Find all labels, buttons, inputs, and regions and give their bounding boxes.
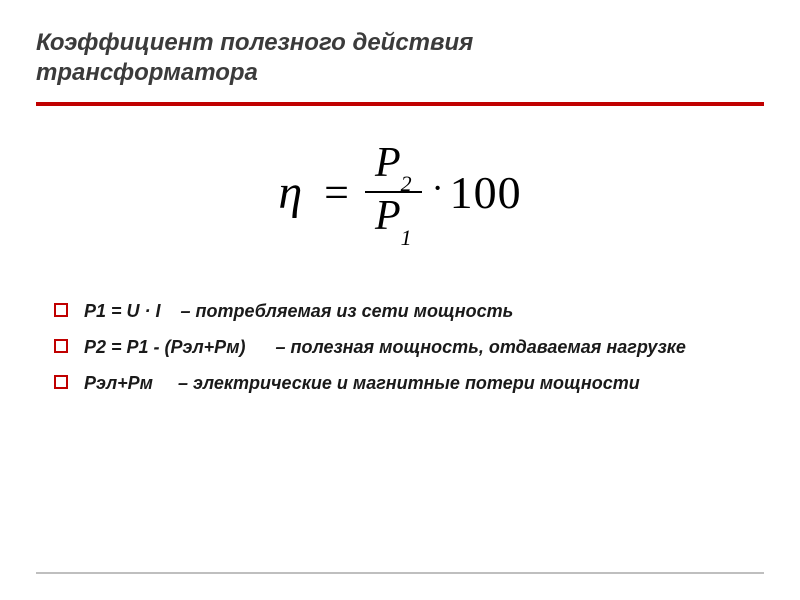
main-formula: η = P2 P1 · 100 [36,142,764,243]
definition-text: P2 = P1 - (Pэл+Pм) – полезная мощность, … [84,335,686,359]
fraction-denominator: P1 [365,191,422,242]
definition-item: P2 = P1 - (Pэл+Pм) – полезная мощность, … [54,335,724,359]
definition-symbol: Pэл+Pм [84,373,153,393]
symbol-multiply: · [432,167,444,209]
definitions-list: P1 = U · I – потребляемая из сети мощнос… [54,299,724,396]
definition-text: P1 = U · I – потребляемая из сети мощнос… [84,299,513,323]
symbol-equals: = [324,167,349,218]
symbol-eta: η [278,165,302,220]
fraction: P2 P1 [365,142,422,243]
bullet-icon [54,339,68,353]
slide-title: Коэффициент полезного действия трансформ… [36,28,764,88]
definition-symbol: P1 = U · I [84,301,161,321]
denominator-sub: 1 [401,225,412,250]
bullet-icon [54,303,68,317]
definition-item: Pэл+Pм – электрические и магнитные потер… [54,371,724,395]
definition-text: Pэл+Pм – электрические и магнитные потер… [84,371,640,395]
numerator-sub: 2 [401,171,412,196]
denominator-var: P [375,193,401,239]
constant-100: 100 [450,166,522,219]
title-line-2: трансформатора [36,59,258,86]
definition-item: P1 = U · I – потребляемая из сети мощнос… [54,299,724,323]
formula-expression: η = P2 P1 · 100 [278,142,521,243]
bullet-icon [54,375,68,389]
definition-symbol: P2 = P1 - (Pэл+Pм) [84,337,246,357]
title-line-1: Коэффициент полезного действия [36,29,473,56]
fraction-numerator: P2 [369,142,418,191]
definition-desc: – потребляемая из сети мощность [181,301,514,321]
definition-desc: – полезная мощность, отдаваемая нагрузке [276,337,686,357]
numerator-var: P [375,140,401,186]
definition-desc: – электрические и магнитные потери мощно… [178,373,640,393]
title-underline [36,102,764,106]
footer-divider [36,572,764,574]
